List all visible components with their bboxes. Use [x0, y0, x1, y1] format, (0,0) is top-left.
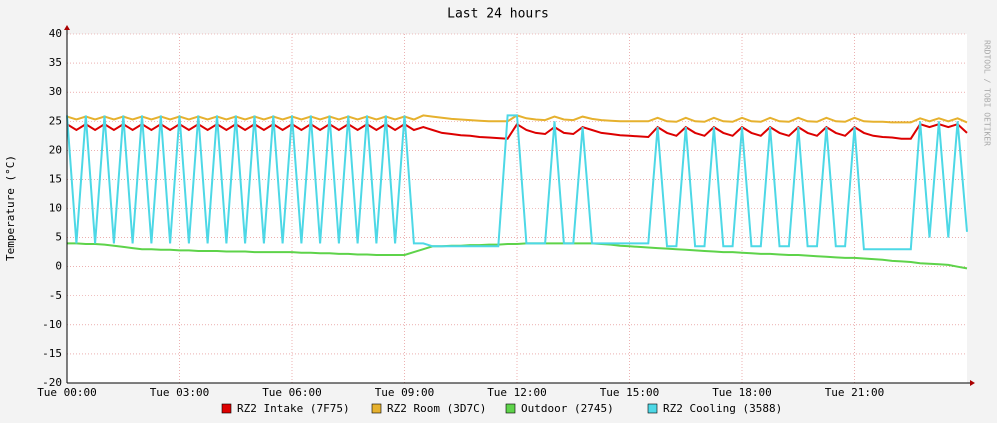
y-tick-label: 10: [49, 202, 62, 215]
y-tick-label: 5: [55, 231, 62, 244]
chart-title: Last 24 hours: [447, 7, 549, 22]
y-tick-label: -10: [42, 318, 62, 331]
legend-swatch: [647, 403, 658, 414]
legend-swatch: [505, 403, 516, 414]
legend-swatch: [371, 403, 382, 414]
x-axis-arrow: [970, 380, 975, 386]
legend-label: RZ2 Room (3D7C): [387, 402, 486, 415]
y-tick-label: 15: [49, 172, 62, 185]
x-tick-label: Tue 06:00: [262, 386, 322, 399]
x-tick-label: Tue 00:00: [37, 386, 97, 399]
watermark: RRDTOOL / TOBI OETIKER: [983, 40, 992, 146]
y-axis-label: Temperature (°C): [4, 155, 17, 261]
x-tick-label: Tue 09:00: [375, 386, 435, 399]
series-line: [66, 114, 968, 251]
x-tick-label: Tue 15:00: [600, 386, 660, 399]
y-tick-label: 0: [55, 260, 62, 273]
legend-label: Outdoor (2745): [521, 402, 614, 415]
x-tick-label: Tue 18:00: [712, 386, 772, 399]
y-tick-label: 25: [49, 114, 62, 127]
legend-label: RZ2 Cooling (3588): [663, 402, 782, 415]
series-line: [67, 242, 968, 270]
y-tick-label: 40: [49, 27, 62, 40]
y-tick-label: 30: [49, 85, 62, 98]
y-tick-label: -20: [42, 376, 62, 389]
y-tick-label: -15: [42, 347, 62, 360]
y-axis-arrow: [64, 25, 70, 30]
x-tick-label: Tue 12:00: [487, 386, 547, 399]
legend-label: RZ2 Intake (7F75): [237, 402, 350, 415]
y-tick-label: 35: [49, 56, 62, 69]
y-tick-label: -5: [49, 289, 62, 302]
y-tick-label: 20: [49, 143, 62, 156]
x-tick-label: Tue 21:00: [825, 386, 885, 399]
legend-swatch: [221, 403, 232, 414]
x-tick-label: Tue 03:00: [150, 386, 210, 399]
